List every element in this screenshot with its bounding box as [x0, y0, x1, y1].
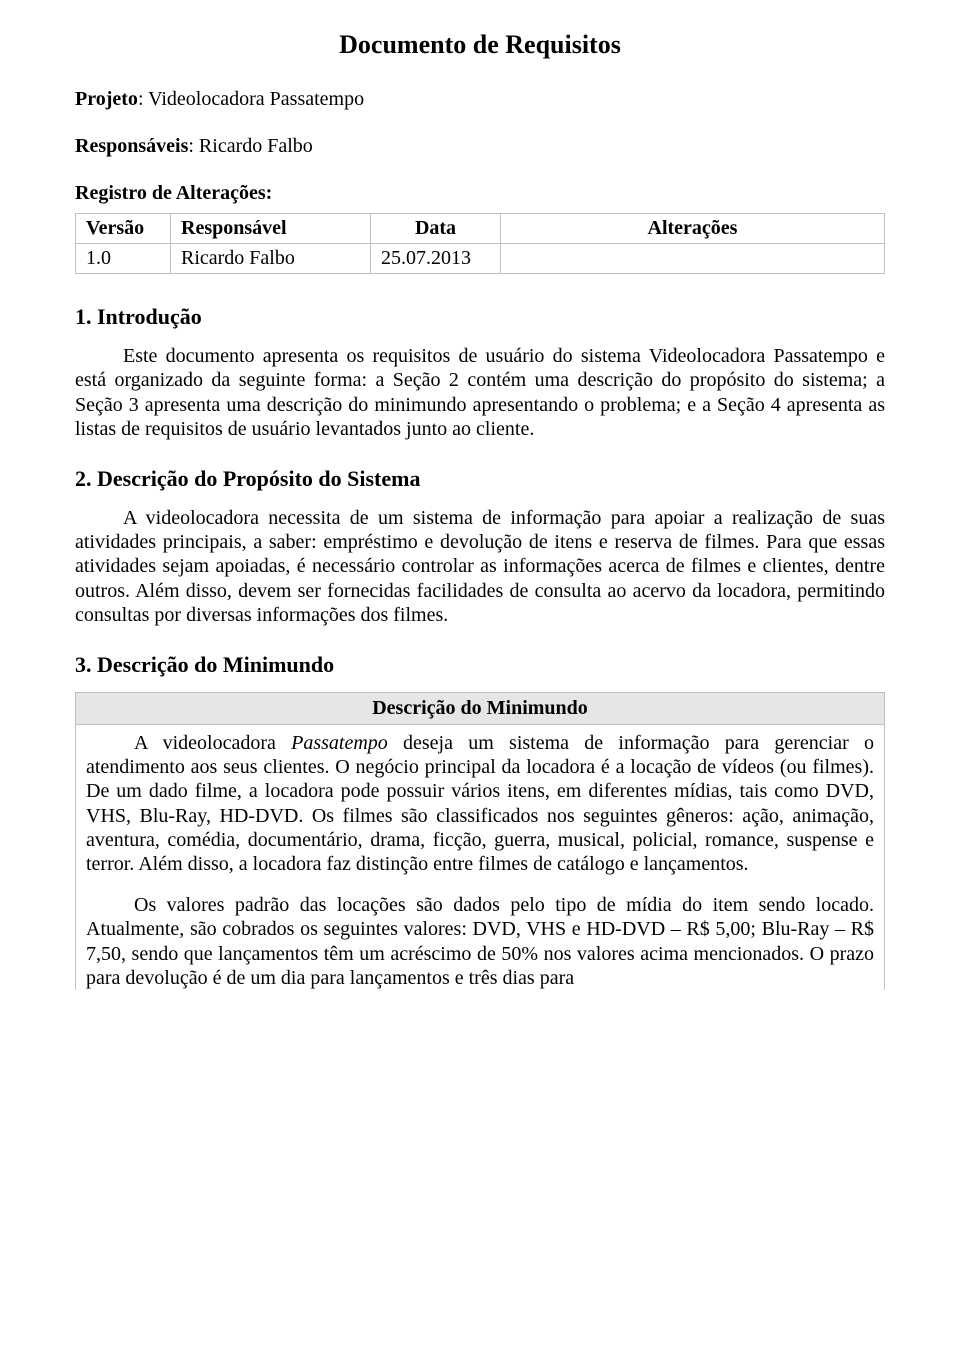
minimundo-paragraph-1: A videolocadora Passatempo deseja um sis…: [86, 731, 874, 877]
col-header-responsavel: Responsável: [171, 214, 371, 244]
document-title: Documento de Requisitos: [75, 30, 885, 60]
minimundo-box: Descrição do Minimundo A videolocadora P…: [75, 692, 885, 991]
responsaveis-meta: Responsáveis: Ricardo Falbo: [75, 135, 885, 158]
registro-table: Versão Responsável Data Alterações 1.0 R…: [75, 213, 885, 274]
table-header-row: Versão Responsável Data Alterações: [76, 214, 885, 244]
cell-versao: 1.0: [76, 244, 171, 274]
project-line: Projeto: Videolocadora Passatempo: [75, 88, 885, 111]
col-header-alteracoes: Alterações: [501, 214, 885, 244]
project-value: : Videolocadora Passatempo: [138, 88, 364, 110]
section-1-heading: 1. Introdução: [75, 304, 885, 330]
minimundo-p1-italic: Passatempo: [291, 732, 388, 754]
minimundo-box-content: A videolocadora Passatempo deseja um sis…: [76, 725, 884, 991]
section-2-paragraph: A videolocadora necessita de um sistema …: [75, 506, 885, 628]
cell-responsavel: Ricardo Falbo: [171, 244, 371, 274]
cell-data: 25.07.2013: [371, 244, 501, 274]
registro-label: Registro de Alterações:: [75, 182, 885, 205]
responsaveis-value: : Ricardo Falbo: [188, 135, 312, 157]
project-label: Projeto: [75, 88, 138, 110]
table-row: 1.0 Ricardo Falbo 25.07.2013: [76, 244, 885, 274]
section-2-heading: 2. Descrição do Propósito do Sistema: [75, 466, 885, 492]
registro-label-text: Registro de Alterações:: [75, 182, 272, 204]
project-meta: Projeto: Videolocadora Passatempo: [75, 88, 885, 111]
responsaveis-label: Responsáveis: [75, 135, 188, 157]
minimundo-box-header: Descrição do Minimundo: [76, 692, 884, 725]
minimundo-paragraph-2: Os valores padrão das locações são dados…: [86, 893, 874, 991]
cell-alteracoes: [501, 244, 885, 274]
col-header-versao: Versão: [76, 214, 171, 244]
responsaveis-line: Responsáveis: Ricardo Falbo: [75, 135, 885, 158]
minimundo-p1-a: A videolocadora: [134, 732, 291, 754]
document-page: Documento de Requisitos Projeto: Videolo…: [0, 0, 960, 1036]
section-1-paragraph: Este documento apresenta os requisitos d…: [75, 344, 885, 442]
section-3-heading: 3. Descrição do Minimundo: [75, 652, 885, 678]
col-header-data: Data: [371, 214, 501, 244]
